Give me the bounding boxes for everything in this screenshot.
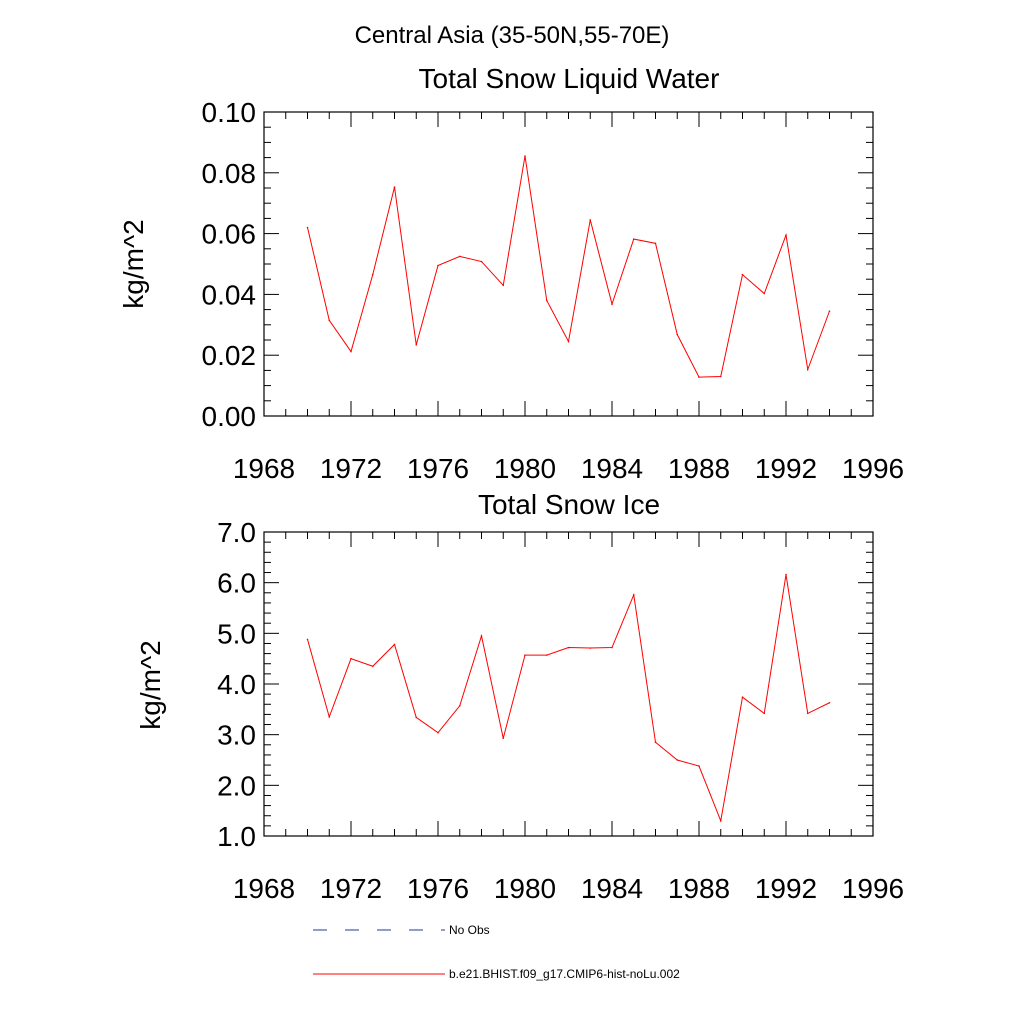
data-point bbox=[371, 665, 374, 668]
y-axis-label: kg/m^2 bbox=[118, 219, 149, 308]
data-point bbox=[545, 654, 548, 656]
y-tick-label: 6.0 bbox=[217, 568, 256, 599]
y-tick-label: 0.08 bbox=[202, 158, 257, 189]
y-tick-label: 0.02 bbox=[202, 340, 257, 371]
data-point bbox=[828, 701, 831, 704]
data-point bbox=[567, 646, 570, 649]
data-point bbox=[415, 716, 418, 719]
data-point bbox=[806, 712, 809, 715]
x-tick-label: 1984 bbox=[581, 873, 643, 904]
data-point bbox=[502, 737, 505, 740]
chart-panel-snow-liquid-water: Total Snow Liquid Water kg/m^2 1968 1972 1… bbox=[118, 63, 904, 484]
y-tick-label: 1.0 bbox=[217, 821, 256, 852]
series-line bbox=[307, 155, 830, 378]
data-point bbox=[350, 657, 352, 660]
data-point bbox=[763, 712, 766, 715]
data-point bbox=[676, 333, 679, 336]
y-tick-label: 0.04 bbox=[202, 279, 257, 310]
figure-suptitle: Central Asia (35-50N,55-70E) bbox=[355, 22, 670, 49]
data-point bbox=[589, 647, 592, 649]
data-point bbox=[654, 242, 657, 245]
y-tick-label: 0.10 bbox=[202, 97, 257, 128]
data-point bbox=[524, 155, 526, 157]
data-point bbox=[698, 765, 700, 767]
data-point bbox=[763, 292, 766, 295]
data-point bbox=[698, 376, 700, 378]
x-tick-label: 1996 bbox=[842, 453, 904, 484]
data-point bbox=[480, 260, 483, 263]
x-tick-label: 1988 bbox=[668, 453, 730, 484]
data-point bbox=[437, 731, 439, 734]
x-tick-label: 1968 bbox=[233, 453, 295, 484]
data-point bbox=[589, 219, 592, 221]
data-point bbox=[676, 759, 679, 761]
data-point bbox=[545, 299, 548, 302]
y-tick-label: 2.0 bbox=[217, 770, 256, 801]
data-point bbox=[524, 654, 526, 656]
x-tick-label: 1972 bbox=[320, 873, 382, 904]
data-point bbox=[393, 186, 396, 188]
data-point bbox=[719, 375, 722, 378]
chart-title: Total Snow Liquid Water bbox=[419, 63, 720, 94]
x-tick-label: 1972 bbox=[320, 453, 382, 484]
data-point bbox=[350, 350, 352, 353]
data-point bbox=[567, 340, 570, 343]
data-point bbox=[632, 238, 635, 240]
legend: No Obs b.e21.BHIST.f09_g17.CMIP6-hist-no… bbox=[313, 923, 680, 981]
chart-title: Total Snow Ice bbox=[478, 489, 660, 520]
y-tick-label: 5.0 bbox=[217, 618, 256, 649]
data-point bbox=[393, 643, 396, 646]
data-point bbox=[828, 310, 831, 312]
x-tick-label: 1976 bbox=[407, 873, 469, 904]
data-point bbox=[632, 594, 635, 596]
data-point bbox=[458, 704, 461, 707]
x-tick-label: 1980 bbox=[494, 873, 556, 904]
data-point bbox=[806, 368, 809, 371]
legend-label-model: b.e21.BHIST.f09_g17.CMIP6-hist-noLu.002 bbox=[449, 967, 680, 981]
data-point bbox=[328, 319, 331, 322]
data-point bbox=[741, 696, 744, 698]
plot-frame bbox=[263, 531, 874, 837]
data-point bbox=[458, 255, 461, 258]
data-point bbox=[611, 303, 613, 305]
data-point bbox=[306, 638, 309, 641]
y-axis-label: kg/m^2 bbox=[135, 640, 166, 729]
data-point bbox=[371, 273, 374, 276]
x-tick-label: 1996 bbox=[842, 873, 904, 904]
x-tick-label: 1968 bbox=[233, 873, 295, 904]
y-tick-label: 3.0 bbox=[217, 720, 256, 751]
data-point bbox=[437, 264, 439, 267]
data-point bbox=[654, 741, 657, 744]
x-tick-label: 1988 bbox=[668, 873, 730, 904]
y-tick-label: 4.0 bbox=[217, 669, 256, 700]
x-tick-label: 1976 bbox=[407, 453, 469, 484]
data-point bbox=[741, 273, 744, 276]
x-tick-label: 1980 bbox=[494, 453, 556, 484]
y-tick-label: 7.0 bbox=[217, 517, 256, 548]
data-point bbox=[502, 284, 505, 287]
chart-panel-snow-ice: Total Snow Ice kg/m^2 1968 1972 1976 1980 19… bbox=[135, 489, 904, 904]
data-point bbox=[480, 635, 483, 637]
data-point bbox=[328, 716, 331, 718]
data-point bbox=[415, 344, 418, 346]
y-tick-label: 0.06 bbox=[202, 219, 257, 250]
x-tick-label: 1984 bbox=[581, 453, 643, 484]
data-point bbox=[785, 573, 787, 576]
x-tick-label: 1992 bbox=[755, 453, 817, 484]
y-tick-label: 0.00 bbox=[202, 401, 257, 432]
data-point bbox=[306, 226, 309, 229]
data-point bbox=[785, 234, 787, 236]
legend-label-obs: No Obs bbox=[449, 923, 490, 937]
plot-frame bbox=[263, 111, 874, 417]
data-point bbox=[611, 646, 613, 649]
x-tick-label: 1992 bbox=[755, 873, 817, 904]
series-line bbox=[307, 574, 830, 823]
data-point bbox=[719, 820, 722, 822]
